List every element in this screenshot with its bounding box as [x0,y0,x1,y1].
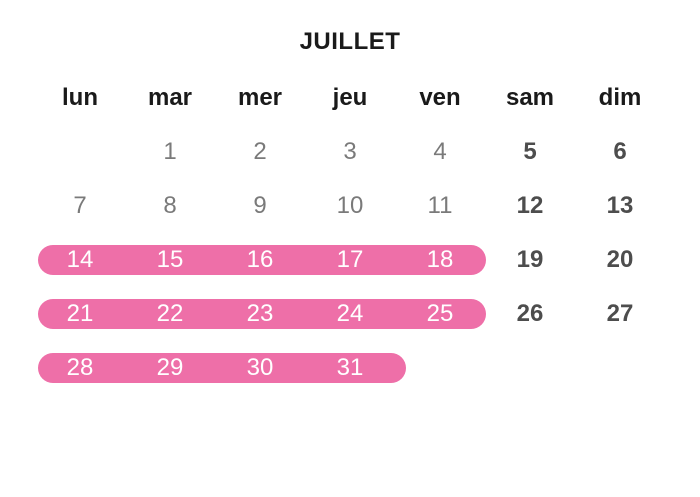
weekday-header-ven: ven [419,84,461,111]
day-cell-24: 24 [336,300,364,327]
day-cell-20: 20 [606,246,634,273]
day-cell-7: 7 [73,192,87,219]
highlight-bar-week-3 [38,245,486,275]
day-cell-17: 17 [336,246,364,273]
day-cell-30: 30 [246,354,274,381]
day-cell-11: 11 [427,192,453,219]
weekday-header-mer: mer [237,84,283,111]
day-cell-12: 12 [516,192,544,219]
day-cell-14: 14 [66,246,94,273]
day-cell-23: 23 [246,300,274,327]
day-cell-15: 15 [156,246,184,273]
day-cell-22: 22 [156,300,184,327]
day-cell-29: 29 [156,354,184,381]
day-cell-2: 2 [253,138,267,165]
day-cell-28: 28 [66,354,94,381]
day-cell-13: 13 [606,192,634,219]
day-cell-3: 3 [343,138,357,165]
day-cell-1: 1 [163,138,177,165]
highlight-bar-week-5 [38,353,406,383]
day-cell-25: 25 [426,300,454,327]
day-cell-8: 8 [163,192,177,219]
weekday-header-lun: lun [62,84,98,111]
day-cell-18: 18 [426,246,454,273]
day-cell-27: 27 [606,300,634,327]
day-cell-9: 9 [253,192,267,219]
highlight-bar-week-4 [38,299,486,329]
weekday-header-sam: sam [505,84,555,111]
weekday-header-dim: dim [598,84,642,111]
day-cell-5: 5 [523,138,537,165]
day-cell-6: 6 [613,138,627,165]
day-cell-19: 19 [516,246,544,273]
day-cell-4: 4 [433,138,447,165]
weekday-header-jeu: jeu [332,84,368,111]
day-cell-26: 26 [516,300,544,327]
weekday-header-mar: mar [147,84,193,111]
month-title: JUILLET [299,28,401,55]
day-cell-16: 16 [246,246,274,273]
day-cell-10: 10 [336,192,364,219]
day-cell-31: 31 [336,354,364,381]
day-cell-21: 21 [66,300,94,327]
